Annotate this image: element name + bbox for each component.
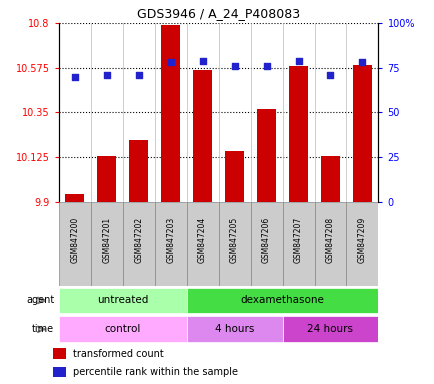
Bar xyxy=(282,316,378,342)
Bar xyxy=(122,202,155,286)
Bar xyxy=(346,202,378,286)
Point xyxy=(199,58,206,64)
Point xyxy=(135,72,142,78)
Point xyxy=(326,72,333,78)
Bar xyxy=(53,348,66,359)
Bar xyxy=(161,25,180,202)
Bar xyxy=(59,288,186,313)
Text: GSM847205: GSM847205 xyxy=(230,217,239,263)
Point xyxy=(167,59,174,65)
Bar xyxy=(282,202,314,286)
Bar xyxy=(320,156,339,202)
Text: dexamethasone: dexamethasone xyxy=(240,295,324,306)
Bar xyxy=(186,288,378,313)
Point xyxy=(230,63,237,69)
Bar xyxy=(193,70,212,202)
Text: time: time xyxy=(32,324,54,334)
Text: GSM847200: GSM847200 xyxy=(70,217,79,263)
Text: GSM847204: GSM847204 xyxy=(197,217,207,263)
Text: GSM847207: GSM847207 xyxy=(293,217,302,263)
Point xyxy=(358,59,365,65)
Text: transformed count: transformed count xyxy=(73,349,163,359)
Point xyxy=(71,74,78,80)
Bar xyxy=(59,202,91,286)
Bar xyxy=(186,202,218,286)
Bar xyxy=(91,202,122,286)
Text: GSM847208: GSM847208 xyxy=(325,217,334,263)
Text: GSM847206: GSM847206 xyxy=(261,217,270,263)
Bar xyxy=(352,65,371,202)
Text: control: control xyxy=(104,324,141,334)
Text: GSM847202: GSM847202 xyxy=(134,217,143,263)
Text: GSM847203: GSM847203 xyxy=(166,217,175,263)
Bar xyxy=(256,109,276,202)
Point xyxy=(263,63,270,69)
Text: 4 hours: 4 hours xyxy=(214,324,254,334)
Text: GSM847209: GSM847209 xyxy=(357,217,366,263)
Bar xyxy=(97,156,116,202)
Point xyxy=(294,58,301,64)
Text: 24 hours: 24 hours xyxy=(307,324,353,334)
Text: percentile rank within the sample: percentile rank within the sample xyxy=(73,367,237,377)
Bar xyxy=(250,202,282,286)
Text: agent: agent xyxy=(26,295,54,306)
Bar xyxy=(218,202,250,286)
Bar xyxy=(314,202,345,286)
Bar xyxy=(288,66,307,202)
Bar xyxy=(59,316,186,342)
Bar xyxy=(224,151,243,202)
Bar xyxy=(53,367,66,377)
Text: untreated: untreated xyxy=(97,295,148,306)
Bar xyxy=(186,316,282,342)
Point xyxy=(103,72,110,78)
Title: GDS3946 / A_24_P408083: GDS3946 / A_24_P408083 xyxy=(137,7,299,20)
Bar xyxy=(129,140,148,202)
Bar xyxy=(155,202,186,286)
Text: GSM847201: GSM847201 xyxy=(102,217,111,263)
Bar xyxy=(65,194,84,202)
